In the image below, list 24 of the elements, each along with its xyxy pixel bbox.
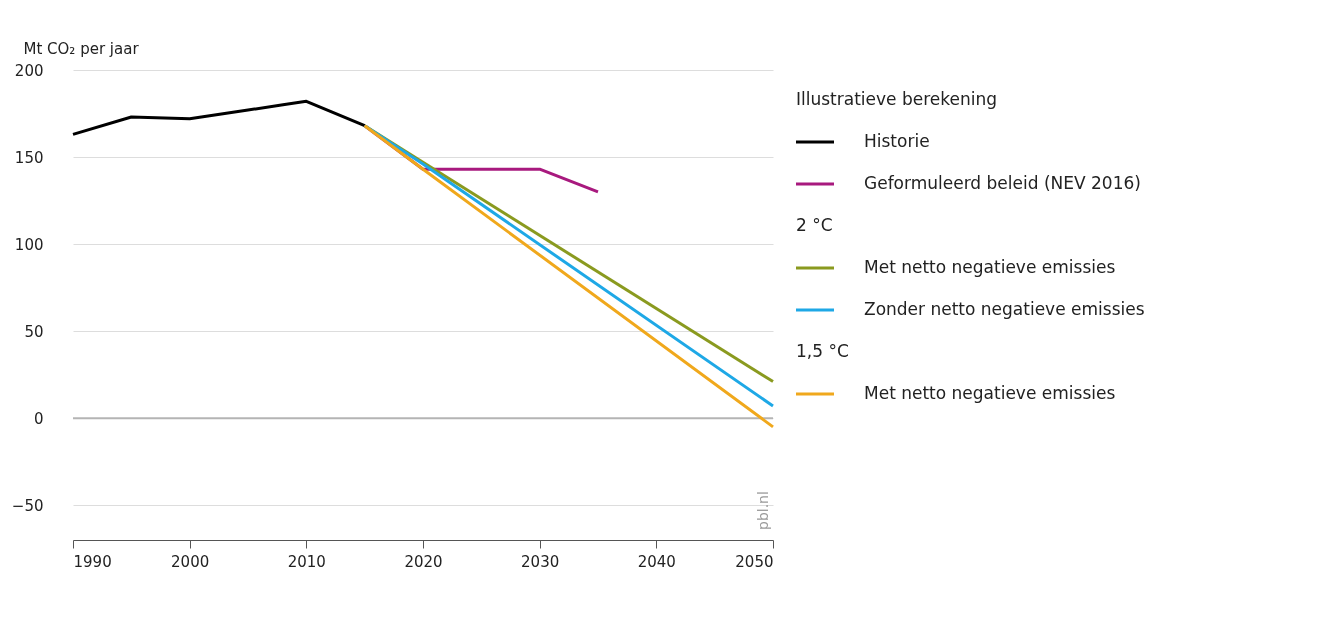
- legend-label: Met netto negatieve emissies: [864, 383, 1116, 403]
- x-tick-label: 2010: [287, 552, 326, 571]
- y-tick-label: 200: [14, 61, 44, 80]
- y-axis-title: Mt CO₂ per jaar: [23, 39, 140, 58]
- y-tick-label: 150: [14, 148, 44, 167]
- x-tick-label: 2030: [521, 552, 560, 571]
- x-tick-label: 1990: [73, 552, 112, 571]
- y-tick-label: 50: [24, 322, 44, 341]
- legend-label: Zonder netto negatieve emissies: [864, 299, 1145, 319]
- y-tick-label: 100: [14, 235, 44, 254]
- y-tick-label: −50: [11, 496, 44, 515]
- legend-label: Met netto negatieve emissies: [864, 257, 1116, 277]
- x-tick-label: 2000: [171, 552, 210, 571]
- x-tick-label: 2050: [735, 552, 774, 571]
- annotation: pbl.nl: [755, 491, 771, 530]
- y-tick-label: 0: [33, 409, 44, 428]
- line-series: [71, 99, 367, 136]
- x-tick-label: 2040: [637, 552, 676, 571]
- text: 1,5 °C: [796, 341, 849, 361]
- legend-label: Historie: [864, 131, 930, 151]
- text: 2 °C: [796, 215, 833, 235]
- legend-label: Geformuleerd beleid (NEV 2016): [864, 173, 1141, 193]
- x-tick-label: 2020: [404, 552, 443, 571]
- legend-title: Illustratieve berekening: [796, 89, 998, 109]
